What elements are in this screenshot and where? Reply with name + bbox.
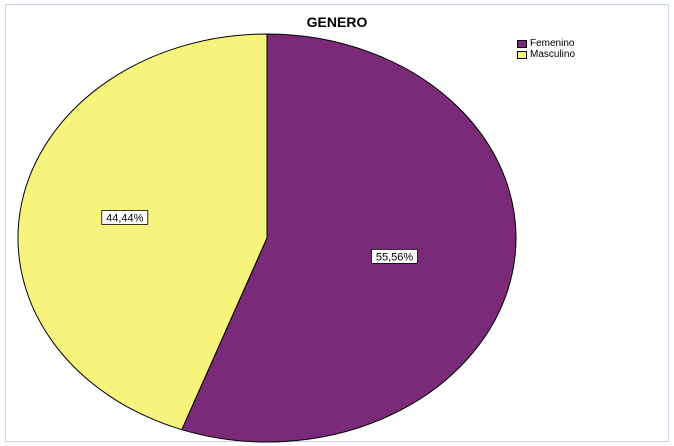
pie-slice-masculino bbox=[17, 33, 268, 431]
legend-label-masculino: Masculino bbox=[530, 49, 576, 60]
chart-title: GENERO bbox=[306, 14, 368, 30]
data-label-box-masculino bbox=[101, 209, 149, 225]
legend-item-masculino: Masculino bbox=[517, 49, 575, 60]
legend-label-femenino: Femenino bbox=[530, 38, 575, 49]
data-label-box-femenino bbox=[371, 248, 418, 264]
legend-swatch-femenino bbox=[517, 39, 527, 48]
data-label-femenino: 55,56% bbox=[371, 248, 418, 264]
pie-slice-femenino bbox=[181, 33, 517, 443]
chart-legend: Femenino Masculino bbox=[517, 38, 575, 60]
legend-item-femenino: Femenino bbox=[517, 38, 575, 49]
data-label-text-femenino: 55,56% bbox=[376, 251, 414, 263]
data-label-masculino: 44,44% bbox=[101, 209, 149, 225]
legend-swatch-masculino bbox=[517, 50, 527, 59]
data-label-text-masculino: 44,44% bbox=[106, 212, 144, 224]
